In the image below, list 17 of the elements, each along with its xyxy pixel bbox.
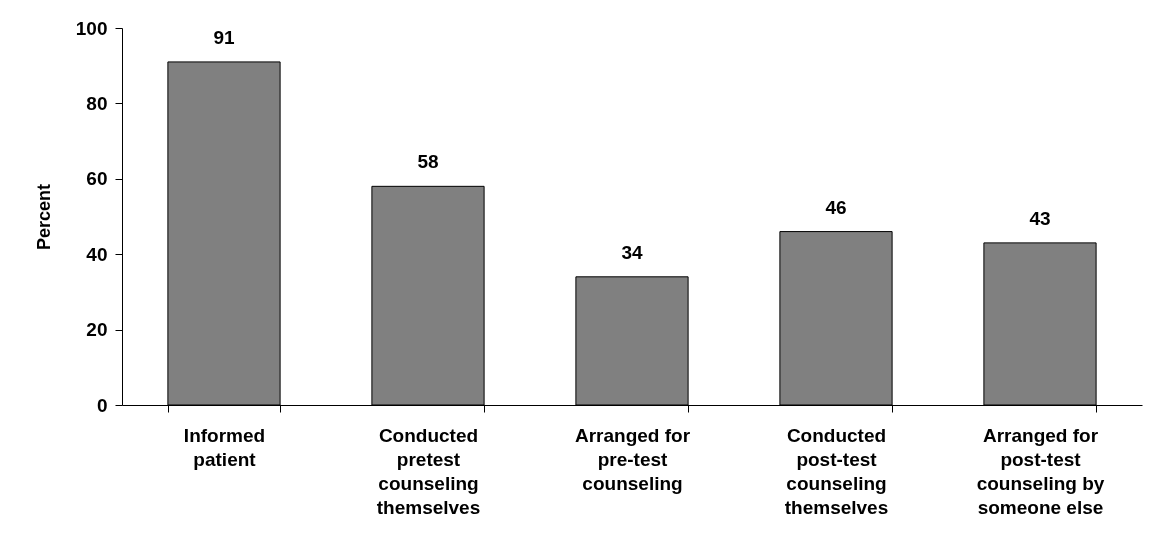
x-tick-label: Conducted post-test counseling themselves [784, 424, 889, 518]
y-tick-label: 20 [86, 319, 108, 341]
y-axis-title: Percent [33, 183, 54, 251]
data-label: 43 [1029, 207, 1051, 229]
y-tick-label: 60 [86, 168, 108, 190]
x-tick-label: Arranged for post-test counseling by someone else [976, 424, 1105, 518]
data-label: 46 [825, 196, 847, 218]
y-tick-label: 0 [96, 394, 108, 416]
data-label: 34 [621, 241, 643, 263]
y-tick-label: 100 [75, 17, 108, 39]
x-tick-label: Conducted pretest counseling themselves [376, 424, 481, 518]
data-label: 91 [213, 26, 235, 48]
y-tick-label: 80 [86, 92, 108, 114]
x-tick-label: Arranged for pre-test counseling [574, 424, 691, 494]
y-tick-label: 40 [86, 243, 108, 265]
data-label: 58 [417, 151, 439, 173]
x-tick-label: Informed patient [183, 424, 266, 470]
